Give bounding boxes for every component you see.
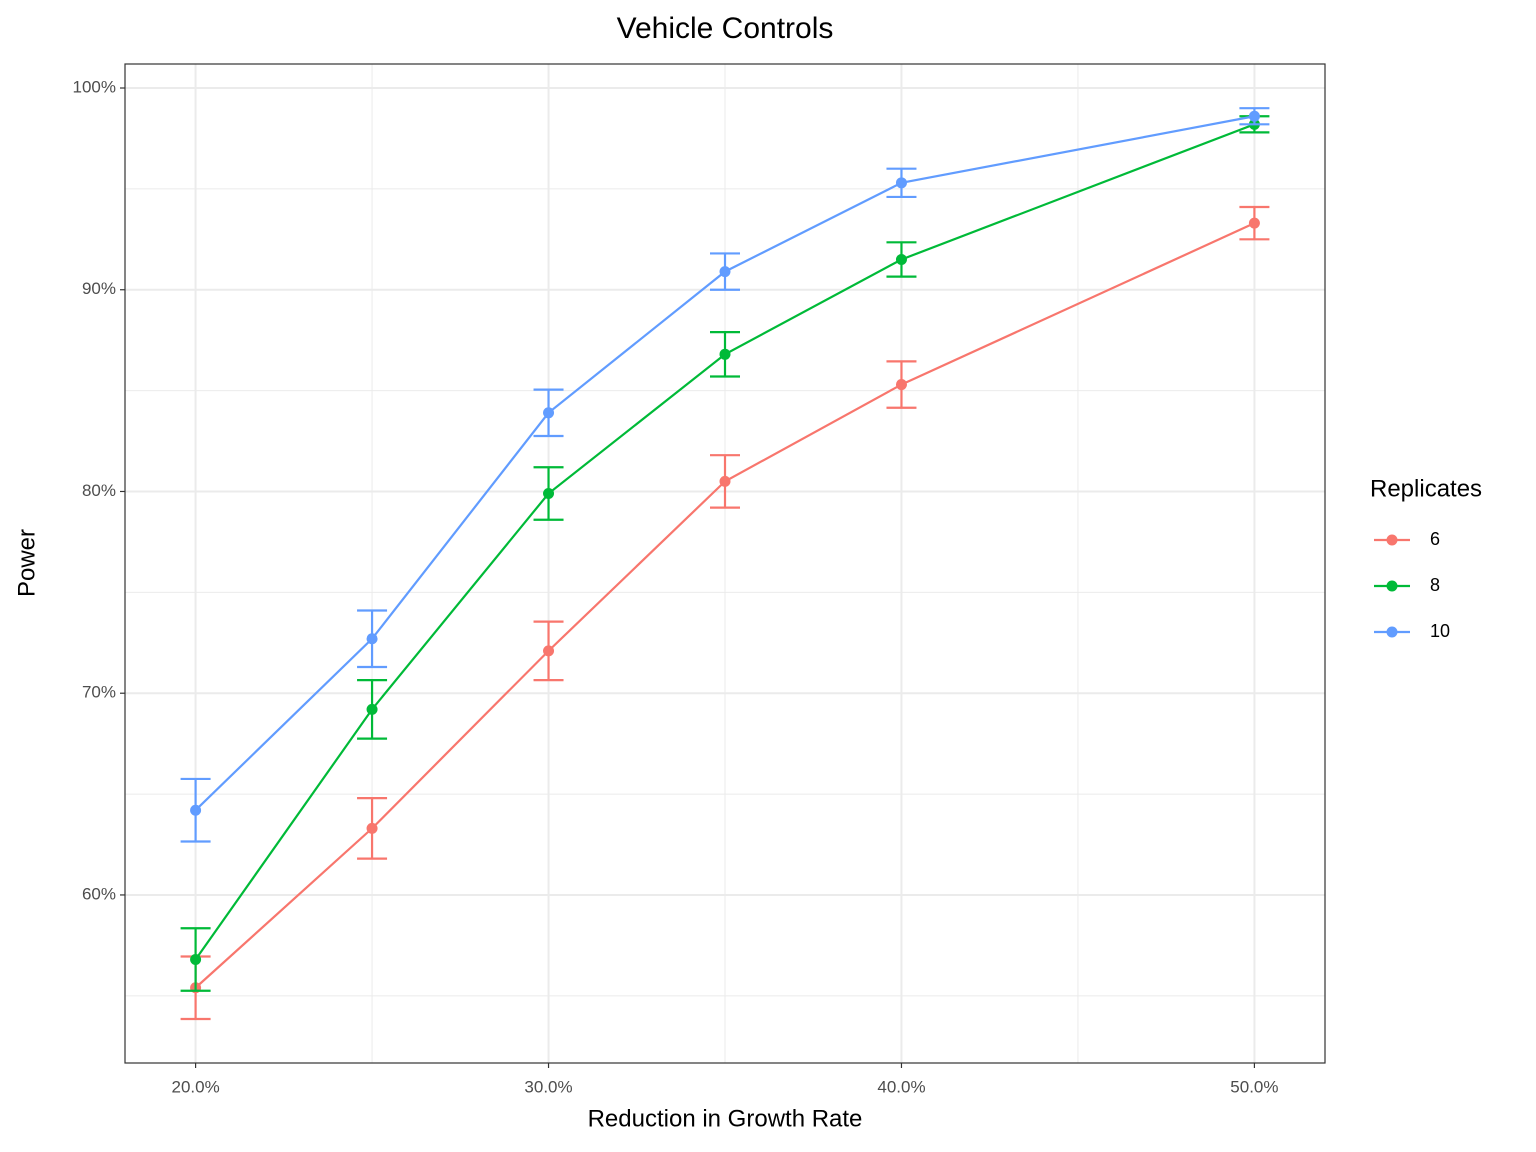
x-tick-label: 20.0% — [171, 1077, 219, 1096]
point — [895, 177, 907, 189]
y-tick-label: 70% — [82, 683, 116, 702]
legend-marker — [1386, 580, 1398, 592]
point — [543, 487, 555, 499]
point — [895, 379, 907, 391]
y-tick-label: 90% — [82, 279, 116, 298]
point — [895, 253, 907, 265]
series-line — [194, 123, 1255, 961]
legend-label: 10 — [1430, 621, 1450, 641]
point — [719, 348, 731, 360]
x-tick-label: 50.0% — [1230, 1077, 1278, 1096]
panel-border — [124, 63, 1326, 1064]
grid — [125, 64, 1325, 1063]
point — [543, 645, 555, 657]
point — [366, 633, 378, 645]
point — [719, 266, 731, 278]
point — [1248, 217, 1260, 229]
x-axis-title: Reduction in Growth Rate — [588, 1105, 863, 1132]
x-tick-label: 30.0% — [524, 1077, 572, 1096]
point — [190, 954, 202, 966]
y-tick-label: 60% — [82, 884, 116, 903]
y-tick-label: 100% — [73, 77, 116, 96]
series-line — [194, 115, 1255, 812]
point — [719, 475, 731, 487]
y-axis-title: Power — [13, 529, 40, 597]
legend-title: Replicates — [1370, 475, 1482, 502]
legend-marker — [1386, 626, 1398, 638]
chart-title: Vehicle Controls — [617, 12, 834, 45]
y-tick-label: 80% — [82, 481, 116, 500]
x-tick-label: 40.0% — [877, 1077, 925, 1096]
legend-label: 6 — [1430, 529, 1440, 549]
point — [1248, 110, 1260, 122]
point — [543, 407, 555, 419]
point — [366, 822, 378, 834]
marks — [180, 107, 1270, 1021]
legend-label: 8 — [1430, 575, 1440, 595]
legend-marker — [1386, 534, 1398, 546]
point — [366, 703, 378, 715]
point — [190, 804, 202, 816]
series-line — [194, 222, 1255, 989]
